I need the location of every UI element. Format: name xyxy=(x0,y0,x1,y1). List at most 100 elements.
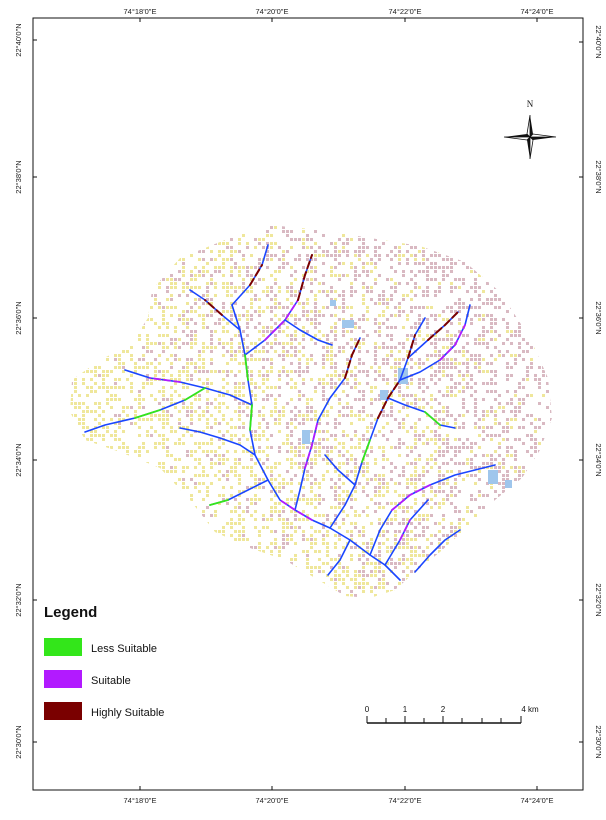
land-pixel xyxy=(410,402,413,405)
bottom-lon-label-4: 74°24'0"E xyxy=(521,796,554,805)
land-pixel xyxy=(194,394,197,397)
land-pixel xyxy=(354,414,357,417)
land-pixel xyxy=(298,258,301,261)
land-pixel xyxy=(478,366,481,369)
land-pixel xyxy=(162,374,165,377)
land-pixel xyxy=(154,398,157,401)
land-pixel xyxy=(166,398,169,401)
land-pixel xyxy=(198,490,201,493)
bottom-graticule-labels: 74°18'0"E 74°20'0"E 74°22'0"E 74°24'0"E xyxy=(124,796,554,805)
land-pixel xyxy=(258,486,261,489)
land-pixel xyxy=(530,446,533,449)
land-pixel xyxy=(182,330,185,333)
land-pixel xyxy=(290,286,293,289)
land-pixel xyxy=(366,270,369,273)
land-pixel xyxy=(282,534,285,537)
land-pixel xyxy=(242,534,245,537)
land-pixel xyxy=(238,438,241,441)
land-pixel xyxy=(278,474,281,477)
land-pixel xyxy=(194,450,197,453)
land-pixel xyxy=(398,426,401,429)
land-pixel xyxy=(294,370,297,373)
land-pixel xyxy=(338,346,341,349)
land-pixel xyxy=(218,338,221,341)
land-pixel xyxy=(222,526,225,529)
land-pixel xyxy=(206,346,209,349)
land-pixel xyxy=(162,322,165,325)
land-pixel xyxy=(406,574,409,577)
land-pixel xyxy=(194,474,197,477)
land-pixel xyxy=(166,446,169,449)
land-pixel xyxy=(390,402,393,405)
land-pixel xyxy=(410,334,413,337)
land-pixel xyxy=(198,298,201,301)
land-pixel xyxy=(270,242,273,245)
land-pixel xyxy=(294,322,297,325)
land-pixel xyxy=(406,414,409,417)
land-pixel xyxy=(222,258,225,261)
land-pixel xyxy=(326,358,329,361)
land-pixel xyxy=(474,466,477,469)
land-pixel xyxy=(434,462,437,465)
land-pixel xyxy=(202,294,205,297)
land-pixel xyxy=(182,366,185,369)
land-pixel xyxy=(74,386,77,389)
land-pixel xyxy=(222,306,225,309)
land-pixel xyxy=(482,338,485,341)
land-pixel xyxy=(314,298,317,301)
land-pixel xyxy=(506,422,509,425)
land-pixel xyxy=(174,358,177,361)
land-pixel xyxy=(462,398,465,401)
land-pixel xyxy=(162,390,165,393)
land-pixel xyxy=(178,410,181,413)
land-pixel xyxy=(474,342,477,345)
land-pixel xyxy=(286,522,289,525)
land-pixel xyxy=(362,542,365,545)
land-pixel xyxy=(446,390,449,393)
land-pixel xyxy=(430,498,433,501)
land-pixel xyxy=(398,302,401,305)
land-pixel xyxy=(354,514,357,517)
land-pixel xyxy=(314,302,317,305)
land-pixel xyxy=(254,450,257,453)
land-pixel xyxy=(86,438,89,441)
land-pixel xyxy=(414,434,417,437)
land-pixel xyxy=(154,298,157,301)
land-pixel xyxy=(198,354,201,357)
land-pixel xyxy=(490,382,493,385)
land-pixel xyxy=(302,486,305,489)
land-pixel xyxy=(406,262,409,265)
land-pixel xyxy=(266,378,269,381)
land-pixel xyxy=(534,378,537,381)
land-pixel xyxy=(318,430,321,433)
land-pixel xyxy=(174,342,177,345)
land-pixel xyxy=(250,274,253,277)
land-pixel xyxy=(354,430,357,433)
land-pixel xyxy=(494,306,497,309)
land-pixel xyxy=(358,382,361,385)
land-pixel xyxy=(362,462,365,465)
land-pixel xyxy=(350,238,353,241)
land-pixel xyxy=(350,306,353,309)
land-pixel xyxy=(422,258,425,261)
land-pixel xyxy=(366,286,369,289)
land-pixel xyxy=(242,266,245,269)
land-pixel xyxy=(266,290,269,293)
land-pixel xyxy=(434,254,437,257)
land-pixel xyxy=(234,530,237,533)
land-pixel xyxy=(266,518,269,521)
land-pixel xyxy=(430,374,433,377)
land-pixel xyxy=(94,402,97,405)
land-pixel xyxy=(130,390,133,393)
land-pixel xyxy=(166,298,169,301)
land-pixel xyxy=(278,266,281,269)
land-pixel xyxy=(310,490,313,493)
land-pixel xyxy=(434,534,437,537)
land-pixel xyxy=(486,494,489,497)
land-pixel xyxy=(182,266,185,269)
land-pixel xyxy=(254,546,257,549)
land-pixel xyxy=(398,282,401,285)
land-pixel xyxy=(306,398,309,401)
land-pixel xyxy=(342,446,345,449)
land-pixel xyxy=(414,286,417,289)
